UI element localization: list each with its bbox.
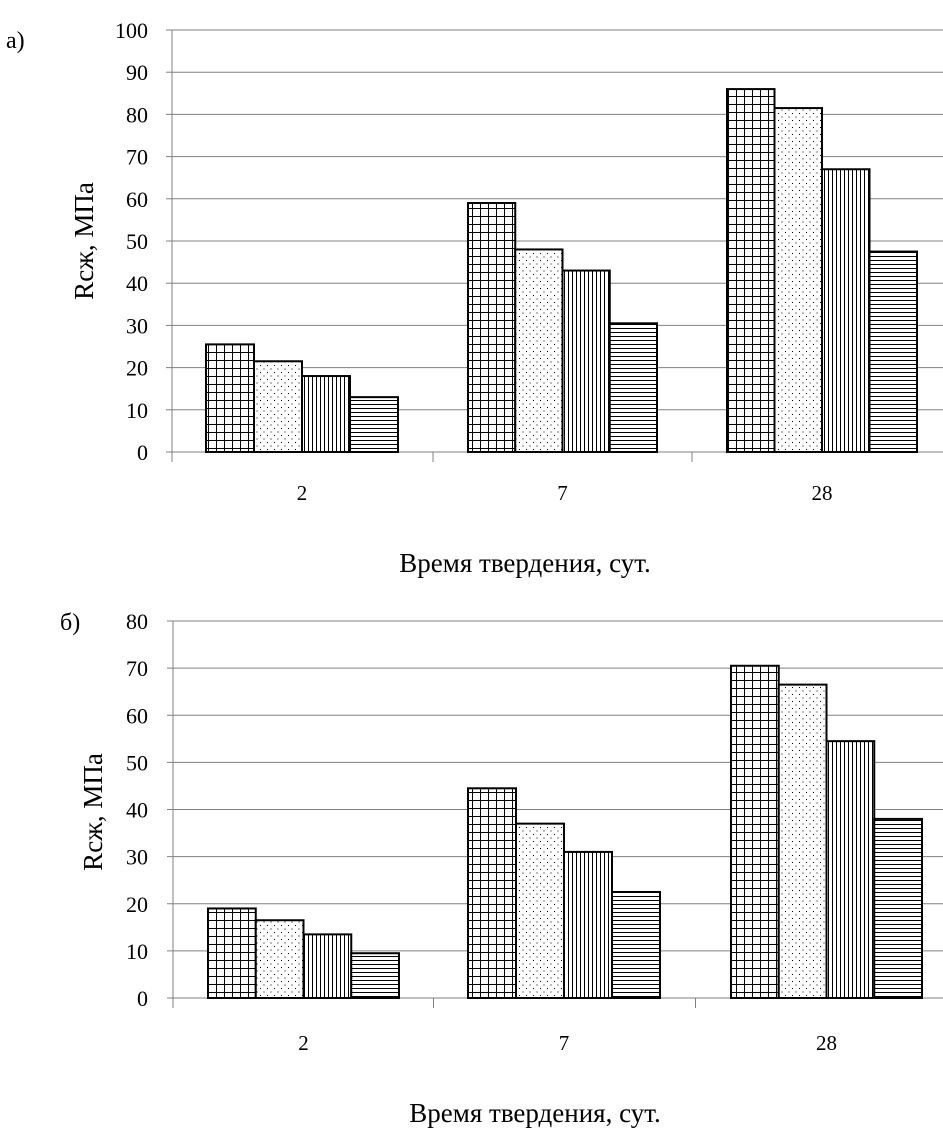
bar-grid-2	[207, 907, 257, 1000]
panel-label: б)	[60, 610, 80, 636]
chart-panel-b: б) 0 10 20 30 40 50 60 70 80 2 7 28 Rсж, МПа Время…	[60, 609, 943, 1128]
bar-vertical-lines-7	[561, 269, 611, 454]
bar-vertical-lines-28	[821, 168, 871, 453]
bar-vertical-lines-2	[301, 375, 351, 454]
x-tick-label: 28	[812, 481, 833, 505]
x-tick-label: 7	[559, 1031, 570, 1055]
bar-dots-7	[514, 248, 564, 453]
bar-horizontal-lines-7	[611, 890, 661, 999]
bar-vertical-lines-2	[302, 933, 353, 999]
x-tick-label: 2	[297, 481, 308, 505]
y-tick-label: 20	[126, 356, 148, 381]
bar-grid-7	[467, 787, 517, 1000]
x-tick-label: 7	[557, 481, 568, 505]
y-tick-label: 70	[126, 145, 148, 170]
bar-dots-7	[515, 822, 565, 1000]
bar-vertical-lines-28	[825, 740, 876, 999]
bar-horizontal-lines-28	[868, 250, 918, 453]
bar-vertical-lines-7	[563, 850, 613, 999]
y-tick-label: 40	[126, 271, 148, 296]
y-tick-label: 20	[126, 892, 148, 917]
bar-horizontal-lines-28	[873, 817, 923, 999]
bar-dots-2	[253, 360, 303, 453]
x-axis-label: Время твердения, сут.	[399, 548, 650, 578]
bar-horizontal-lines-2	[349, 396, 399, 454]
bar-horizontal-lines-7	[608, 322, 658, 454]
bar-dots-2	[254, 919, 305, 1000]
y-tick-label: 80	[126, 102, 148, 127]
y-tick-label: 80	[126, 609, 148, 634]
y-tick-label: 10	[126, 398, 148, 423]
y-tick-label: 50	[126, 750, 148, 775]
y-tick-label: 60	[126, 703, 148, 728]
x-axis-label: Время твердения, сут.	[409, 1098, 660, 1128]
bar-grid-7	[467, 202, 517, 453]
y-tick-label: 50	[126, 229, 148, 254]
bar-grid-28	[730, 664, 780, 999]
bar-grid-2	[205, 343, 255, 454]
bar-horizontal-lines-2	[350, 952, 400, 1000]
y-tick-label: 0	[137, 986, 148, 1011]
y-tick-label: 0	[137, 440, 148, 465]
y-tick-label: 40	[126, 798, 148, 823]
y-axis-label: Rсж, МПа	[69, 182, 99, 300]
y-tick-label: 10	[126, 939, 148, 964]
x-tick-label: 2	[298, 1031, 309, 1055]
y-tick-label: 30	[126, 313, 148, 338]
panel-label: а)	[6, 28, 25, 54]
x-tick-label: 28	[816, 1031, 837, 1055]
y-tick-label: 30	[126, 845, 148, 870]
y-tick-label: 70	[126, 656, 148, 681]
bar-dots-28	[777, 683, 828, 1000]
y-tick-label: 100	[115, 18, 148, 43]
bar-dots-28	[773, 107, 823, 453]
y-tick-label: 90	[126, 60, 148, 85]
y-axis-label: Rсж, МПа	[78, 753, 108, 871]
y-tick-label: 60	[126, 187, 148, 212]
bar-grid-28	[726, 88, 776, 454]
